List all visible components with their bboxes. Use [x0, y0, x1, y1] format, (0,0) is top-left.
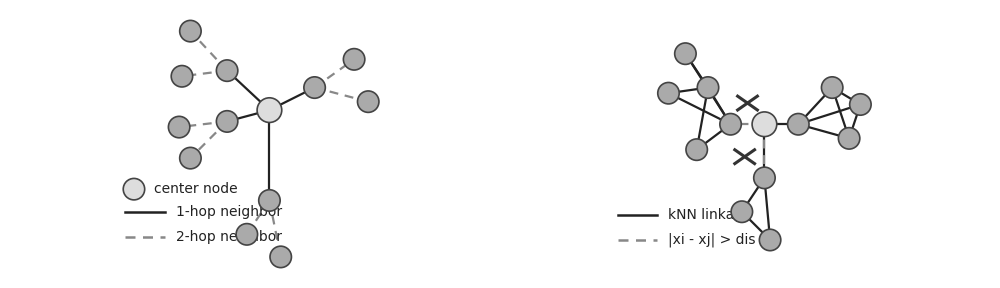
Circle shape: [752, 112, 777, 137]
Circle shape: [343, 49, 365, 70]
Text: center node: center node: [154, 182, 237, 196]
Circle shape: [838, 128, 860, 149]
Text: 1-hop neighbor: 1-hop neighbor: [176, 205, 282, 219]
Text: kNN linkage: kNN linkage: [668, 208, 752, 221]
Text: 2-hop neighbor: 2-hop neighbor: [176, 230, 282, 244]
Circle shape: [270, 246, 291, 268]
Circle shape: [168, 116, 190, 138]
Text: |xi - xj| > dis: |xi - xj| > dis: [668, 233, 756, 247]
Circle shape: [304, 77, 325, 98]
Circle shape: [180, 147, 201, 169]
Circle shape: [236, 223, 258, 245]
Circle shape: [257, 98, 282, 122]
Circle shape: [259, 190, 280, 211]
Circle shape: [731, 201, 753, 222]
Circle shape: [788, 113, 809, 135]
Circle shape: [171, 66, 193, 87]
Circle shape: [216, 111, 238, 132]
Circle shape: [821, 77, 843, 98]
Circle shape: [357, 91, 379, 112]
Circle shape: [686, 139, 707, 160]
Circle shape: [180, 20, 201, 42]
Circle shape: [658, 82, 679, 104]
Circle shape: [720, 113, 741, 135]
Circle shape: [123, 179, 145, 200]
Circle shape: [850, 94, 871, 115]
Circle shape: [697, 77, 719, 98]
Circle shape: [759, 229, 781, 251]
Circle shape: [216, 60, 238, 81]
Circle shape: [754, 167, 775, 189]
Circle shape: [675, 43, 696, 65]
